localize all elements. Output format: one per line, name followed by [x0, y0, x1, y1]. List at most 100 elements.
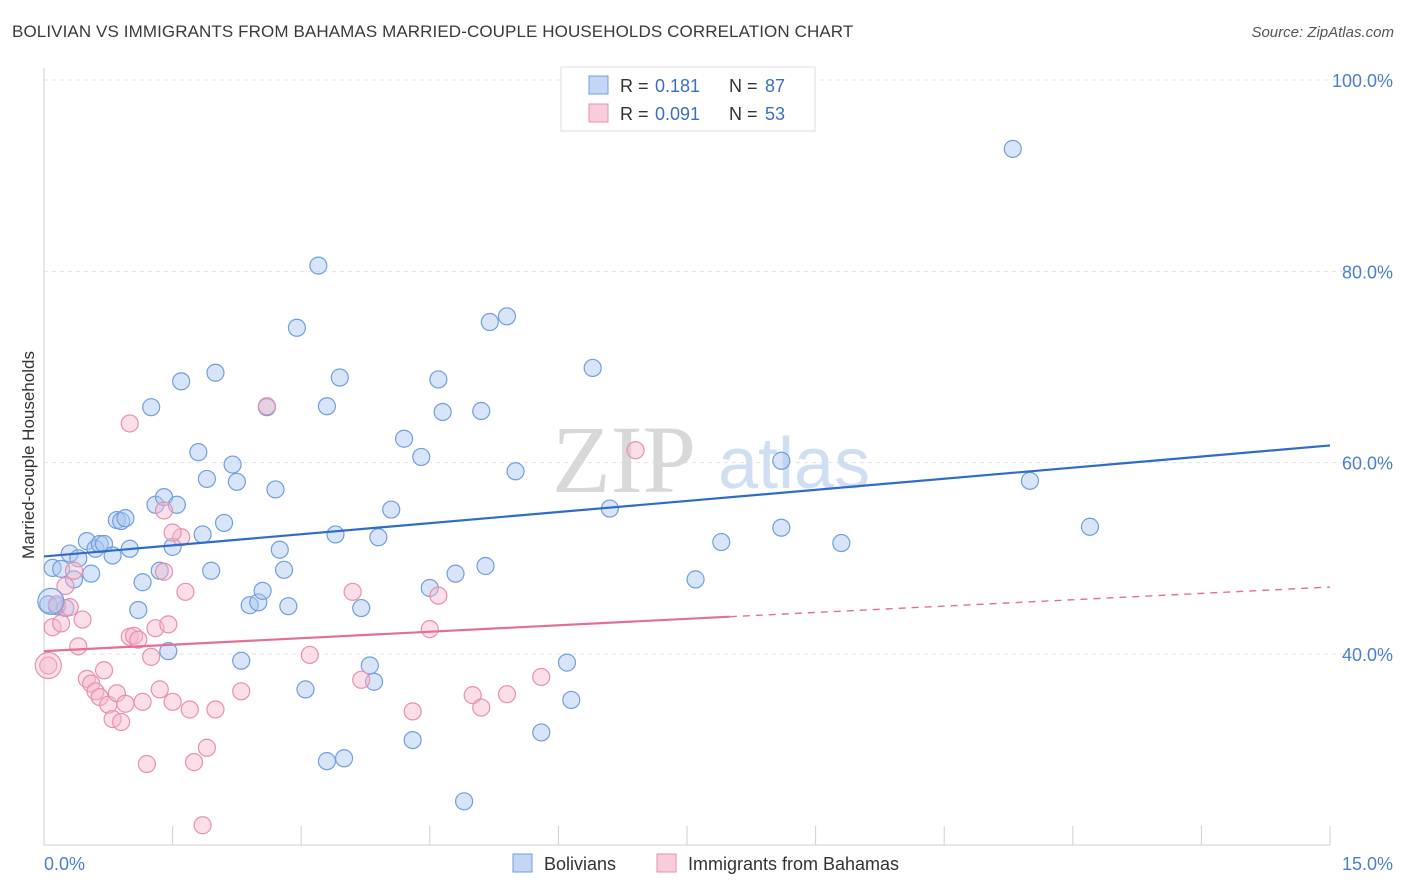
- legend-r-label-1: R =: [620, 76, 649, 96]
- bahamas-point-1: [43, 618, 62, 637]
- y-tick-label-40: 40.0%: [1342, 645, 1393, 665]
- bolivian-point-64: [446, 564, 465, 583]
- bolivian-point-51: [334, 749, 354, 768]
- y-tick-labels: 40.0% 60.0% 80.0% 100.0%: [1332, 71, 1393, 665]
- bolivian-point-78: [772, 451, 791, 470]
- legend-n-value-1: 87: [765, 76, 785, 96]
- bahamas-point-35: [197, 738, 216, 757]
- legend-n-label-1: N =: [729, 76, 758, 96]
- legend-swatch-bolivians: [588, 75, 609, 95]
- bahamas-point-8: [73, 610, 92, 629]
- bolivian-point-33: [214, 513, 234, 533]
- bolivian-point-56: [369, 528, 388, 547]
- y-tick-label-100: 100.0%: [1332, 71, 1393, 91]
- bahamas-point-23: [137, 754, 156, 774]
- bolivian-point-66: [472, 401, 491, 421]
- bolivian-point-62: [429, 370, 448, 389]
- bahamas-point-28: [159, 615, 178, 634]
- bahamas-point-4: [56, 576, 75, 596]
- bahamas-point-48: [463, 686, 482, 705]
- bahamas-point-49: [472, 698, 491, 717]
- bahamas-point-36: [206, 700, 225, 719]
- bolivian-point-46: [296, 680, 315, 699]
- bahamas-point-30: [172, 528, 191, 547]
- y-axis-title: Married-couple Households: [19, 351, 38, 559]
- legend-swatch-bahamas: [588, 103, 609, 123]
- bolivian-point-59: [403, 730, 422, 750]
- bahamas-point-40: [232, 682, 251, 701]
- bahamas-point-31: [176, 582, 195, 601]
- bahamas-point-24: [142, 647, 161, 666]
- bolivian-point-49: [326, 525, 345, 544]
- bottom-legend-swatch-bahamas: [656, 853, 677, 873]
- bolivian-point-44: [279, 597, 298, 616]
- bahamas-point-17: [112, 712, 131, 732]
- bahamas-point-46: [420, 620, 439, 639]
- bahamas-point-18: [116, 694, 135, 713]
- grid-lines: [44, 79, 1394, 655]
- bahamas-point-47: [429, 586, 448, 605]
- x-tick-labels: 0.0% 15.0%: [44, 854, 1393, 874]
- bolivian-point-42: [270, 540, 289, 559]
- bolivian-point-74: [583, 358, 602, 378]
- bolivian-point-58: [394, 429, 414, 448]
- bahamas-point-7: [69, 637, 88, 656]
- bahamas-point-22: [133, 692, 152, 711]
- bolivian-point-32: [206, 363, 225, 382]
- bolivian-point-9: [82, 564, 101, 583]
- bolivian-point-45: [287, 318, 307, 337]
- bahamas-point-52: [626, 441, 645, 460]
- legend-n-value-2: 53: [765, 104, 785, 124]
- bolivian-point-69: [497, 307, 517, 326]
- source-credit: Source: ZipAtlas.com: [1251, 24, 1394, 41]
- bolivian-point-50: [330, 368, 349, 387]
- bolivian-point-48: [317, 752, 337, 771]
- bahamas-point-29: [163, 692, 182, 711]
- bolivian-point-70: [506, 462, 525, 481]
- bottom-legend-label-bolivians: Bolivians: [544, 854, 616, 874]
- bolivian-point-52: [317, 397, 337, 416]
- bolivian-point-82: [1020, 471, 1040, 490]
- bolivian-point-35: [227, 472, 246, 491]
- bolivian-point-27: [172, 372, 191, 391]
- bolivian-point-68: [480, 312, 499, 332]
- bahamas-point-51: [532, 667, 551, 687]
- bolivian-point-24: [159, 642, 178, 661]
- bolivian-point-81: [1003, 139, 1022, 158]
- bahamas-trend-line-dashed: [729, 586, 1331, 618]
- bolivian-point-41: [266, 480, 285, 499]
- bahamas-trend-line-solid: [43, 615, 730, 653]
- bahamas-point-3: [52, 614, 71, 633]
- legend-n-label-2: N =: [729, 104, 758, 124]
- bahamas-point-41: [257, 397, 277, 416]
- bahamas-point-42: [300, 645, 319, 665]
- bahamas-point-27: [154, 562, 174, 581]
- trend-lines: [43, 444, 1331, 653]
- x-tick-label-min: 0.0%: [44, 854, 85, 874]
- bahamas-point-large: [34, 651, 62, 680]
- bolivian-point-71: [532, 723, 551, 742]
- bolivian-point-large: [37, 587, 65, 615]
- bahamas-point-33: [184, 753, 204, 772]
- bolivian-point-39: [253, 581, 272, 600]
- bahamas-point-32: [180, 700, 199, 719]
- bolivian-point-53: [352, 598, 371, 618]
- y-tick-label-60: 60.0%: [1342, 454, 1393, 474]
- bahamas-point-34: [193, 816, 212, 835]
- watermark-zip: ZIP: [552, 406, 696, 513]
- bolivian-point-47: [309, 256, 328, 275]
- bolivian-point-57: [382, 500, 401, 519]
- bolivian-point-19: [133, 573, 152, 592]
- bolivian-point-20: [142, 398, 161, 417]
- bolivian-point-80: [832, 533, 851, 553]
- watermark: ZIP atlas: [552, 406, 870, 513]
- bolivian-point-67: [476, 556, 495, 576]
- y-tick-label-80: 80.0%: [1342, 262, 1393, 282]
- chart-title: BOLIVIAN VS IMMIGRANTS FROM BAHAMAS MARR…: [12, 22, 854, 41]
- bolivian-point-28: [189, 443, 208, 462]
- x-tick-label-max: 15.0%: [1342, 854, 1393, 874]
- bolivian-point-73: [562, 690, 581, 710]
- legend-r-value-1: 0.181: [655, 76, 700, 96]
- bahamas-point-39: [120, 414, 139, 433]
- bahamas-point-21: [129, 630, 148, 649]
